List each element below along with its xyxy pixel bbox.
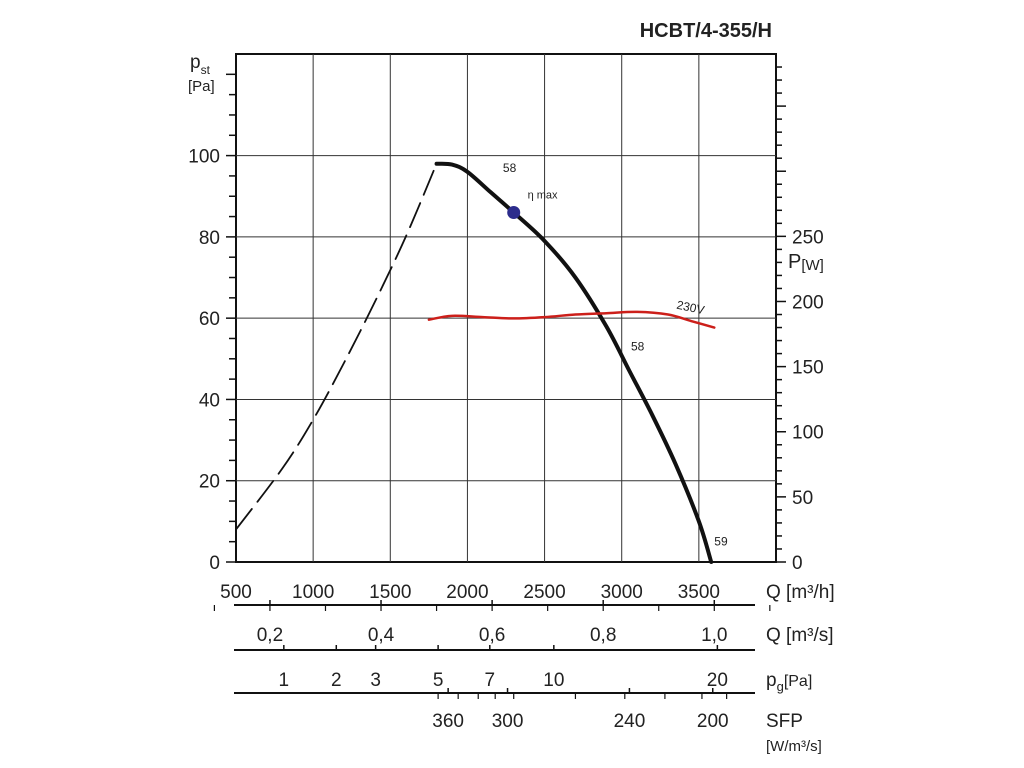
y2-tick-label: 250 <box>792 227 824 248</box>
scale-pg-label: 7 <box>485 670 496 691</box>
y2-axis-label-main: P <box>788 251 801 273</box>
scale-pg-label: 1 <box>279 670 290 691</box>
annotations: 58 58 59 η max <box>503 161 728 549</box>
y2-axis-label: P[W] <box>788 251 824 274</box>
scale-q-ms-ticks: 0,2 0,4 0,6 0,8 1,0 <box>213 600 771 646</box>
scale-pg-label: 20 <box>707 670 728 691</box>
scale-q-ms-label: 0,6 <box>479 625 505 646</box>
x-tick-label: 1500 <box>369 582 411 603</box>
scale-pg-unit-main: p <box>766 670 777 691</box>
scale-pg-unit: pg[Pa] <box>766 670 812 694</box>
y2-tick-labels: 0 50 100 150 200 250 <box>792 227 824 574</box>
minor-ticks <box>226 66 786 563</box>
series-label-power-230V: 230V <box>675 298 705 318</box>
scale-sfp-unit-line2: [W/m³/s] <box>766 738 822 755</box>
x-tick-label: 500 <box>220 582 252 603</box>
scale-pg-unit-rest: [Pa] <box>784 673 812 690</box>
y2-tick-label: 150 <box>792 358 824 379</box>
chart-title: HCBT/4-355/H <box>640 20 772 42</box>
y2-tick-label: 50 <box>792 488 813 509</box>
x-tick-labels: 500 1000 1500 2000 2500 3000 3500 <box>220 582 720 603</box>
scale-sfp-label: 300 <box>492 711 524 732</box>
y-axis-label: pst <box>190 52 211 77</box>
scale-pg-label: 5 <box>433 670 444 691</box>
series-layer: 230V <box>235 161 716 564</box>
y-tick-label: 0 <box>209 553 220 574</box>
y2-tick-label: 200 <box>792 292 824 313</box>
eta-max-label: η max <box>528 189 558 201</box>
scale-sfp-unit: SFP <box>766 711 803 732</box>
y-tick-label: 20 <box>199 472 220 493</box>
x-tick-label: 1000 <box>292 582 334 603</box>
scale-sfp-label: 360 <box>432 711 464 732</box>
scale-sfp-label: 240 <box>614 711 646 732</box>
series-power-230V <box>427 310 716 329</box>
scale-pg-label: 10 <box>543 670 564 691</box>
efficiency-label: 58 <box>503 161 517 175</box>
x-tick-label: 3500 <box>678 582 720 603</box>
eta-max-point <box>507 205 521 219</box>
scale-q-ms-label: 0,8 <box>590 625 616 646</box>
y2-tick-label: 0 <box>792 553 803 574</box>
scale-pg-label: 2 <box>331 670 342 691</box>
y-axis-unit: [Pa] <box>188 78 215 95</box>
scale-sfp-label: 200 <box>697 711 729 732</box>
x-tick-label: 2000 <box>446 582 488 603</box>
series-pressure-dashed <box>235 162 438 531</box>
y-tick-labels: 0 20 40 60 80 100 <box>188 147 220 574</box>
y-axis-label-sub: st <box>201 63 211 77</box>
y-tick-label: 80 <box>199 228 220 249</box>
y-tick-label: 100 <box>188 147 220 168</box>
scale-pg-label: 3 <box>370 670 381 691</box>
efficiency-label: 59 <box>714 535 728 549</box>
scale-pg-ticks: 1 2 3 5 7 10 20 <box>279 645 728 691</box>
efficiency-label: 58 <box>631 340 645 354</box>
scale-pg-unit-sub: g <box>777 679 784 694</box>
series-pressure-solid <box>434 161 714 564</box>
y-axis-label-main: p <box>190 52 201 73</box>
scale-q-ms-label: 0,2 <box>257 625 283 646</box>
y-tick-label: 40 <box>199 390 220 411</box>
scale-q-ms-label: 0,4 <box>368 625 395 646</box>
x-axis-label: Q [m³/h] <box>766 582 835 603</box>
x-tick-label: 3000 <box>601 582 643 603</box>
x-tick-label: 2500 <box>523 582 565 603</box>
scale-q-ms-label: 1,0 <box>701 625 727 646</box>
y2-axis-unit: [W] <box>801 257 824 274</box>
plot-frame <box>235 53 777 563</box>
scale-sfp-ticks: 360 300 240 200 <box>432 688 729 732</box>
scale-q-ms-unit: Q [m³/s] <box>766 625 834 646</box>
y2-tick-label: 100 <box>792 423 824 444</box>
y-tick-label: 60 <box>199 309 220 330</box>
